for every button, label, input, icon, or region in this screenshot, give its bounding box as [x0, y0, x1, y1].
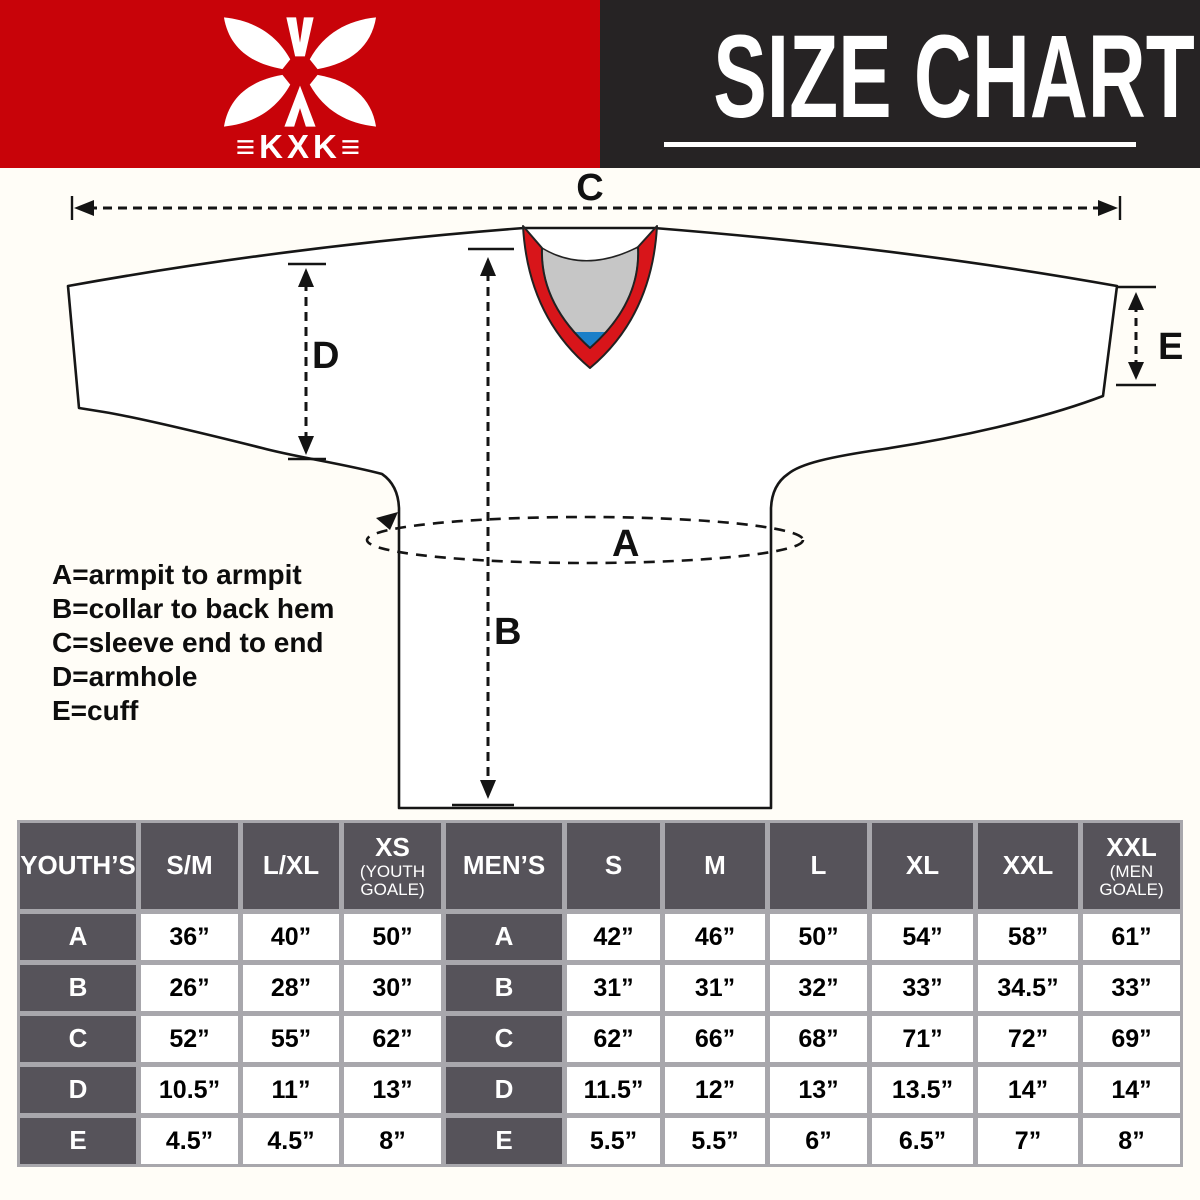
table-cell: 13”: [770, 1067, 867, 1113]
column-header-sm: S/M: [141, 823, 238, 909]
table-cell: 31”: [567, 965, 660, 1011]
row-label-a-youth: A: [20, 914, 136, 960]
table-cell: 8”: [1083, 1118, 1180, 1164]
table-cell: 33”: [1083, 965, 1180, 1011]
measure-arrow-c: [70, 196, 1122, 220]
table-cell: 6”: [770, 1118, 867, 1164]
table-cell: 14”: [978, 1067, 1078, 1113]
legend-line-a: A=armpit to armpit: [52, 559, 302, 590]
table-cell: 55”: [243, 1016, 339, 1062]
table-cell: 62”: [344, 1016, 441, 1062]
table-cell: 66”: [665, 1016, 765, 1062]
header-red-panel: ≡KXK≡: [0, 0, 600, 168]
column-header-s: S: [567, 823, 660, 909]
column-header-xl: XL: [872, 823, 973, 909]
row-label-b-men: B: [446, 965, 562, 1011]
table-cell: 42”: [567, 914, 660, 960]
row-label-d-men: D: [446, 1067, 562, 1113]
column-header-xxl: XXL: [978, 823, 1078, 909]
table-cell: 71”: [872, 1016, 973, 1062]
table-cell: 7”: [978, 1118, 1078, 1164]
table-cell: 11.5”: [567, 1067, 660, 1113]
logo-center-v: [286, 17, 314, 57]
table-cell: 58”: [978, 914, 1078, 960]
table-cell: 4.5”: [243, 1118, 339, 1164]
table-cell: 33”: [872, 965, 973, 1011]
logo-wing-top-right: [309, 17, 377, 70]
table-cell: 26”: [141, 965, 238, 1011]
table-cell: 6.5”: [872, 1118, 973, 1164]
measure-label-e: E: [1158, 326, 1183, 368]
row-label-b-youth: B: [20, 965, 136, 1011]
table-cell: 68”: [770, 1016, 867, 1062]
column-header-lxl: L/XL: [243, 823, 339, 909]
row-label-a-men: A: [446, 914, 562, 960]
table-cell: 50”: [344, 914, 441, 960]
table-cell: 30”: [344, 965, 441, 1011]
legend-line-c: C=sleeve end to end: [52, 627, 324, 658]
row-label-e-youth: E: [20, 1118, 136, 1164]
kxk-logo-icon: [223, 17, 377, 127]
table-cell: 52”: [141, 1016, 238, 1062]
table-cell: 46”: [665, 914, 765, 960]
table-cell: 36”: [141, 914, 238, 960]
measure-arrow-b: [452, 247, 514, 807]
table-cell: 50”: [770, 914, 867, 960]
table-cell: 11”: [243, 1067, 339, 1113]
table-cell: 13”: [344, 1067, 441, 1113]
measure-label-b: B: [494, 611, 521, 653]
table-cell: 72”: [978, 1016, 1078, 1062]
table-cell: 31”: [665, 965, 765, 1011]
header-black-panel: [600, 0, 1200, 168]
measure-arrow-e: [1116, 285, 1156, 387]
row-label-d-youth: D: [20, 1067, 136, 1113]
table-cell: 10.5”: [141, 1067, 238, 1113]
table-cell: 8”: [344, 1118, 441, 1164]
title-underline: [664, 142, 1136, 147]
logo-wing-bottom-right: [309, 74, 377, 127]
row-label-c-youth: C: [20, 1016, 136, 1062]
measurement-legend: A=armpit to armpit B=collar to back hem …: [52, 558, 334, 728]
jersey-measurement-diagram: C D B E: [66, 168, 1183, 810]
table-cell: 34.5”: [978, 965, 1078, 1011]
table-cell: 4.5”: [141, 1118, 238, 1164]
legend-line-d: D=armhole: [52, 661, 198, 692]
row-label-e-men: E: [446, 1118, 562, 1164]
row-label-c-men: C: [446, 1016, 562, 1062]
measure-arrow-a: [365, 512, 805, 565]
collar-red-band: [522, 225, 658, 369]
measure-label-d: D: [312, 335, 339, 377]
table-cell: 61”: [1083, 914, 1180, 960]
table-cell: 32”: [770, 965, 867, 1011]
logo-wing-top-left: [223, 17, 291, 70]
table-cell: 40”: [243, 914, 339, 960]
table-cell: 14”: [1083, 1067, 1180, 1113]
measure-arrow-d: [288, 262, 326, 461]
table-cell: 5.5”: [567, 1118, 660, 1164]
size-table: YOUTH’S S/M L/XL XS (YOUTH GOALE) MEN’S …: [17, 820, 1183, 1167]
table-cell: 5.5”: [665, 1118, 765, 1164]
table-cell: 13.5”: [872, 1067, 973, 1113]
legend-line-b: B=collar to back hem: [52, 593, 335, 624]
table-cell: 54”: [872, 914, 973, 960]
column-header-m: M: [665, 823, 765, 909]
column-header-xxl-men-goale: XXL (MEN GOALE): [1083, 823, 1180, 909]
column-header-mens: MEN’S: [446, 823, 562, 909]
table-cell: 69”: [1083, 1016, 1180, 1062]
column-header-l: L: [770, 823, 867, 909]
legend-line-e: E=cuff: [52, 695, 139, 726]
measure-label-c: C: [576, 168, 603, 209]
column-header-youths: YOUTH’S: [20, 823, 136, 909]
brand-wordmark: ≡KXK≡: [235, 128, 365, 165]
column-header-xs-youth-goale: XS (YOUTH GOALE): [344, 823, 441, 909]
table-cell: 12”: [665, 1067, 765, 1113]
logo-center-chevron: [284, 85, 316, 127]
measure-label-a: A: [612, 523, 639, 565]
table-cell: 28”: [243, 965, 339, 1011]
page-title: SIZE CHART: [713, 11, 1195, 143]
logo-wing-bottom-left: [223, 74, 291, 127]
table-cell: 62”: [567, 1016, 660, 1062]
